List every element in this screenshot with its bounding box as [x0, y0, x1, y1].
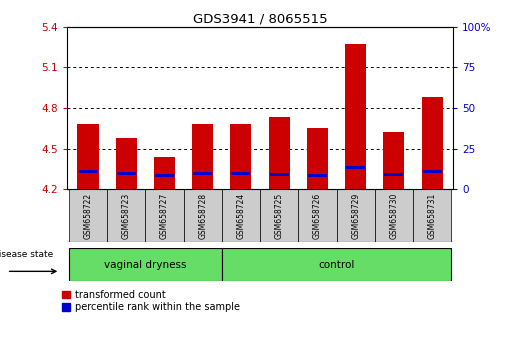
- Bar: [69, 248, 222, 281]
- Text: disease state: disease state: [0, 250, 54, 259]
- Bar: [183, 189, 222, 242]
- Bar: [155, 174, 174, 177]
- Bar: [422, 97, 443, 189]
- Bar: [69, 189, 107, 242]
- Bar: [145, 189, 183, 242]
- Bar: [260, 189, 298, 242]
- Bar: [385, 173, 403, 176]
- Bar: [423, 170, 442, 173]
- Bar: [298, 189, 337, 242]
- Legend: transformed count, percentile rank within the sample: transformed count, percentile rank withi…: [61, 290, 240, 312]
- Bar: [231, 172, 250, 175]
- Bar: [270, 173, 289, 176]
- Bar: [413, 189, 451, 242]
- Bar: [375, 189, 413, 242]
- Bar: [117, 172, 135, 175]
- Text: GSM658727: GSM658727: [160, 193, 169, 239]
- Bar: [269, 118, 290, 189]
- Bar: [346, 166, 365, 169]
- Bar: [116, 138, 137, 189]
- Bar: [192, 124, 213, 189]
- Bar: [78, 170, 97, 173]
- Title: GDS3941 / 8065515: GDS3941 / 8065515: [193, 12, 328, 25]
- Bar: [230, 124, 251, 189]
- Bar: [107, 189, 145, 242]
- Text: GSM658725: GSM658725: [274, 193, 284, 239]
- Text: GSM658724: GSM658724: [236, 193, 246, 239]
- Text: GSM658723: GSM658723: [122, 193, 131, 239]
- Bar: [222, 189, 260, 242]
- Text: GSM658726: GSM658726: [313, 193, 322, 239]
- Text: GSM658729: GSM658729: [351, 193, 360, 239]
- Bar: [345, 44, 366, 189]
- Bar: [337, 189, 375, 242]
- Bar: [308, 174, 327, 177]
- Bar: [307, 129, 328, 189]
- Bar: [383, 132, 404, 189]
- Bar: [154, 157, 175, 189]
- Text: GSM658728: GSM658728: [198, 193, 207, 239]
- Bar: [193, 172, 212, 175]
- Text: control: control: [318, 259, 355, 270]
- Bar: [222, 248, 451, 281]
- Text: vaginal dryness: vaginal dryness: [104, 259, 186, 270]
- Text: GSM658722: GSM658722: [83, 193, 93, 239]
- Text: GSM658730: GSM658730: [389, 193, 399, 239]
- Bar: [77, 124, 98, 189]
- Text: GSM658731: GSM658731: [427, 193, 437, 239]
